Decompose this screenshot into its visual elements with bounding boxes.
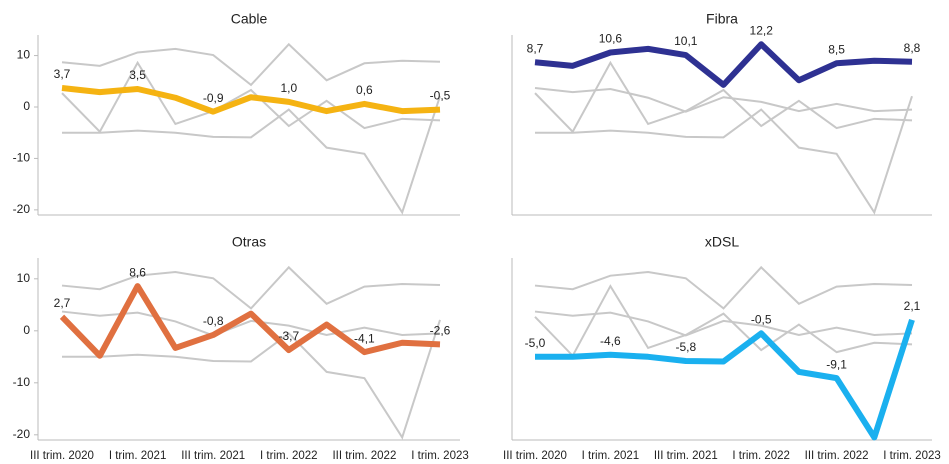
chart-title: Cable [231, 11, 268, 27]
value-label: -4,6 [600, 334, 621, 348]
x-tick-label: I trim. 2023 [411, 450, 469, 462]
context-line [62, 95, 441, 215]
context-line [534, 86, 913, 113]
x-tick-label: III trim. 2020 [503, 450, 567, 462]
value-label: 8,8 [904, 41, 921, 55]
x-tick-label: III trim. 2020 [30, 450, 94, 462]
value-label: -0,8 [203, 314, 224, 328]
x-tick-label: III trim. 2021 [181, 450, 245, 462]
y-tick-label: -10 [13, 151, 31, 165]
chart-title: xDSL [705, 234, 739, 250]
x-tick-label: I trim. 2022 [732, 450, 790, 462]
value-label: 2,1 [904, 299, 921, 313]
value-label: 12,2 [750, 23, 774, 37]
context-line [535, 95, 913, 215]
context-line [534, 60, 913, 134]
value-label: 1,0 [280, 81, 297, 95]
y-tick-label: -10 [13, 375, 31, 389]
highlight-line [59, 283, 441, 359]
value-label: -2,6 [430, 323, 451, 337]
context-line [534, 310, 913, 337]
y-tick-label: 0 [23, 99, 30, 113]
y-tick-label: -20 [13, 202, 31, 216]
y-tick-label: 0 [23, 323, 30, 337]
value-label: 8,7 [527, 41, 544, 55]
value-label: 3,5 [129, 68, 146, 82]
value-label: -4,1 [354, 331, 375, 345]
value-label: 10,1 [674, 34, 698, 48]
highlight-line [535, 318, 915, 441]
context-line [534, 284, 913, 358]
context-line [62, 319, 441, 440]
y-tick-label: -20 [13, 427, 31, 441]
x-tick-label: I trim. 2021 [582, 450, 640, 462]
value-label: -9,1 [826, 357, 847, 371]
value-label: -3,7 [278, 329, 299, 343]
value-label: 2,7 [54, 296, 71, 310]
context-line [61, 265, 441, 310]
value-label: 8,5 [828, 42, 845, 56]
value-label: -5,8 [675, 340, 696, 354]
value-label: 10,6 [599, 32, 623, 46]
value-label: -0,9 [203, 91, 224, 105]
highlight-line [61, 84, 441, 115]
x-tick-label: III trim. 2021 [654, 450, 718, 462]
value-label: 3,7 [54, 67, 71, 81]
y-tick-label: 10 [17, 271, 31, 285]
x-tick-label: III trim. 2022 [805, 450, 869, 462]
context-line [61, 60, 441, 134]
value-label: -0,5 [430, 89, 451, 103]
y-tick-label: 10 [17, 48, 31, 62]
highlight-line [534, 41, 913, 88]
context-line [534, 265, 913, 310]
chart-title: Otras [232, 234, 266, 250]
value-label: -5,0 [525, 336, 546, 350]
chart-title: Fibra [706, 11, 738, 27]
context-line [61, 42, 441, 87]
value-label: -0,5 [751, 313, 772, 327]
x-tick-label: III trim. 2022 [332, 450, 396, 462]
x-tick-label: I trim. 2022 [260, 450, 318, 462]
value-label: 8,6 [129, 265, 146, 279]
x-tick-label: I trim. 2021 [109, 450, 167, 462]
x-tick-label: I trim. 2023 [883, 450, 941, 462]
value-label: 0,6 [356, 83, 373, 97]
